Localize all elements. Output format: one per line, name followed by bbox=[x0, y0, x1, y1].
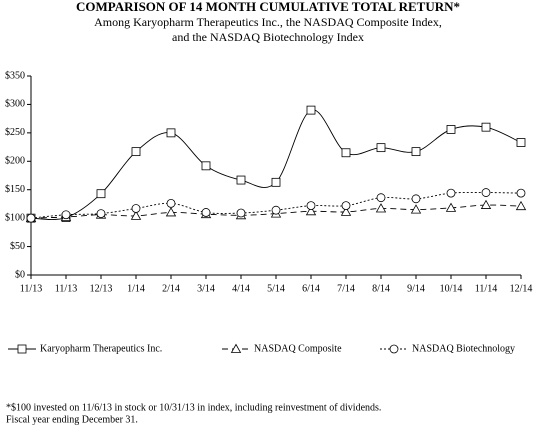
marker bbox=[446, 188, 456, 198]
x-tick-label: 11/13 bbox=[20, 283, 42, 294]
marker bbox=[166, 128, 176, 138]
marker bbox=[271, 177, 281, 187]
marker bbox=[411, 194, 421, 204]
chart-subtitle: and the NASDAQ Biotechnology Index bbox=[172, 30, 364, 44]
x-tick-label: 3/14 bbox=[197, 283, 215, 294]
footnote: Fiscal year ending December 31. bbox=[6, 414, 138, 425]
x-tick-label: 1/14 bbox=[127, 283, 145, 294]
marker bbox=[341, 148, 351, 158]
x-tick-label: 9/14 bbox=[407, 283, 425, 294]
marker bbox=[376, 193, 386, 203]
y-tick-label: $0 bbox=[15, 269, 25, 280]
marker bbox=[481, 188, 491, 197]
marker bbox=[411, 147, 421, 157]
marker bbox=[166, 198, 176, 208]
x-tick-label: 11/14 bbox=[475, 283, 497, 294]
x-tick-label: 7/14 bbox=[337, 283, 355, 294]
x-tick-label: 8/14 bbox=[372, 283, 390, 294]
marker bbox=[306, 201, 316, 211]
marker bbox=[271, 205, 281, 215]
y-tick-label: $350 bbox=[5, 70, 25, 81]
x-tick-label: 4/14 bbox=[232, 283, 250, 294]
marker bbox=[516, 188, 526, 198]
marker bbox=[515, 200, 527, 211]
marker bbox=[389, 344, 399, 354]
marker bbox=[306, 105, 316, 115]
legend-label: NASDAQ Biotechnology bbox=[412, 343, 515, 354]
y-tick-label: $100 bbox=[5, 212, 25, 223]
marker bbox=[131, 204, 141, 213]
marker bbox=[96, 189, 106, 199]
marker bbox=[410, 204, 422, 214]
marker bbox=[96, 209, 106, 218]
x-tick-label: 11/13 bbox=[55, 283, 77, 294]
marker bbox=[376, 143, 386, 153]
marker bbox=[375, 203, 387, 213]
marker bbox=[236, 208, 246, 218]
marker bbox=[480, 199, 492, 209]
marker bbox=[516, 138, 526, 147]
x-tick-label: 10/14 bbox=[440, 283, 463, 294]
marker bbox=[341, 201, 351, 211]
marker bbox=[230, 343, 242, 353]
x-tick-label: 6/14 bbox=[302, 283, 320, 294]
marker bbox=[17, 344, 27, 354]
chart-subtitle: Among Karyopharm Therapeutics Inc., the … bbox=[94, 15, 442, 29]
marker bbox=[165, 207, 177, 217]
chart-title: COMPARISON OF 14 MONTH CUMULATIVE TOTAL … bbox=[76, 0, 460, 14]
footnote: *$100 invested on 11/6/13 in stock or 10… bbox=[6, 402, 381, 413]
marker bbox=[446, 125, 456, 134]
legend-label: Karyopharm Therapeutics Inc. bbox=[40, 343, 162, 354]
marker bbox=[201, 208, 211, 217]
y-tick-label: $150 bbox=[5, 184, 25, 195]
marker bbox=[481, 122, 491, 132]
legend-label: NASDAQ Composite bbox=[254, 343, 342, 354]
marker bbox=[131, 147, 141, 157]
marker bbox=[340, 206, 352, 216]
y-tick-label: $250 bbox=[5, 127, 25, 138]
marker bbox=[236, 175, 246, 185]
marker bbox=[201, 161, 211, 171]
marker bbox=[445, 202, 457, 212]
x-tick-label: 12/13 bbox=[90, 283, 113, 294]
marker bbox=[61, 210, 71, 220]
marker bbox=[130, 210, 142, 220]
y-tick-label: $300 bbox=[5, 99, 25, 110]
marker bbox=[305, 206, 317, 216]
x-tick-label: 2/14 bbox=[162, 283, 180, 294]
marker bbox=[26, 213, 36, 223]
x-tick-label: 12/14 bbox=[510, 283, 533, 294]
y-tick-label: $50 bbox=[10, 241, 25, 252]
x-tick-label: 5/14 bbox=[267, 283, 285, 294]
y-tick-label: $200 bbox=[5, 156, 25, 167]
series-line bbox=[30, 192, 522, 219]
